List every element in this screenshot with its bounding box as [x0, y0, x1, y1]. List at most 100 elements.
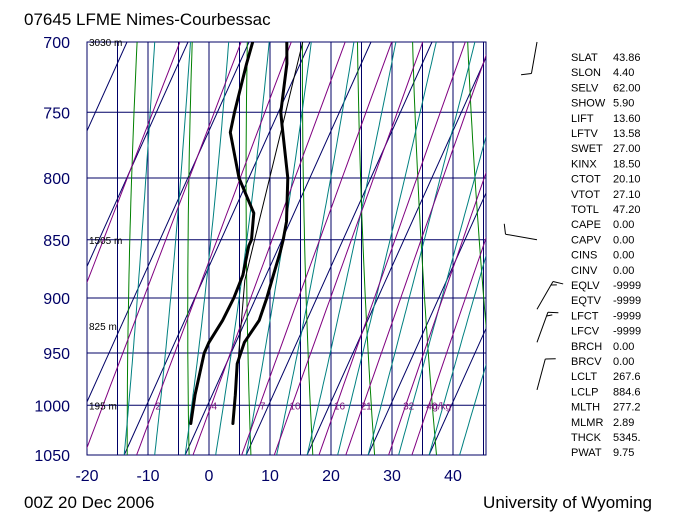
index-value: -9999	[613, 326, 641, 338]
wind-barb-staff	[536, 281, 554, 310]
moist-adiabat-line	[428, 254, 486, 455]
index-value: 43.86	[613, 52, 641, 64]
mixing-ratio-line	[318, 42, 466, 455]
x-tick-label: 40	[444, 468, 462, 485]
wind-barb-flag	[503, 223, 506, 235]
chart-labels: 700 750 800 850 900 950 1000 1050 -20 -10 0 10 20 30 4…	[34, 35, 462, 485]
wind-barb-flag	[546, 314, 553, 317]
moist-adiabat-line	[123, 42, 156, 455]
wind-barb	[536, 281, 564, 310]
parcel-path-line	[232, 42, 304, 424]
mixing-ratio-line	[241, 42, 393, 455]
moist-adiabat-line	[306, 42, 397, 455]
mixing-ratio-label: 21	[361, 401, 373, 412]
isotherm-line	[367, 191, 486, 455]
index-label: VTOT	[571, 189, 600, 201]
wind-barb-flag	[547, 311, 559, 314]
mixing-ratio-label: 7	[260, 401, 266, 412]
index-value: -9999	[613, 295, 641, 307]
index-value: 267.6	[613, 371, 641, 383]
y-tick-label: 750	[43, 105, 70, 122]
dry-adiabat-line	[126, 42, 138, 455]
wind-barb-staff	[536, 358, 546, 391]
mixing-ratio-line	[273, 42, 424, 455]
index-label: CTOT	[571, 174, 601, 186]
mixing-ratio-line	[87, 42, 242, 450]
index-value: -9999	[613, 310, 641, 322]
plot-grid	[86, 41, 487, 456]
dry-adiabat-line	[523, 42, 560, 455]
isotherm-line	[428, 327, 486, 455]
dry-adiabat-line	[245, 42, 252, 455]
index-value: 0.00	[613, 219, 634, 231]
temperature-profile-line	[231, 42, 290, 425]
y-tick-label: 950	[43, 346, 70, 363]
index-label: SLAT	[571, 52, 598, 64]
index-label: LIFT	[571, 113, 594, 125]
wind-barb-flag	[521, 73, 532, 76]
footer-credit: University of Wyoming	[483, 493, 652, 512]
height-label: 825 m	[89, 322, 117, 333]
moist-adiabat-line	[184, 42, 230, 455]
height-label: 3030 m	[89, 38, 122, 49]
index-label: CINV	[571, 265, 598, 277]
index-value: 0.00	[613, 341, 634, 353]
moist-adiabat-line	[245, 42, 312, 455]
mixing-ratio-label: g/kg	[432, 401, 451, 412]
mixing-ratio-line	[192, 42, 346, 455]
moist-adiabat-line	[337, 42, 437, 455]
height-label: 1505 m	[89, 236, 122, 247]
wind-barbs	[503, 41, 564, 391]
index-label: SHOW	[571, 98, 606, 110]
wind-barb	[503, 223, 538, 241]
index-label: MLMR	[571, 417, 603, 429]
index-value: 27.00	[613, 143, 641, 155]
plot-frame	[86, 41, 487, 456]
index-value: -9999	[613, 280, 641, 292]
index-value: 0.00	[613, 356, 634, 368]
index-label: CAPE	[571, 219, 601, 231]
isotherm-line	[87, 42, 250, 404]
isotherm-line	[123, 42, 311, 455]
y-tick-label: 1000	[34, 398, 70, 415]
index-label: SLON	[571, 67, 601, 79]
dry-adiabat-line	[467, 42, 486, 332]
index-value: 9.75	[613, 447, 634, 459]
index-value: 18.50	[613, 158, 641, 170]
x-tick-label: -20	[75, 468, 98, 485]
index-label: LCLP	[571, 386, 599, 398]
index-value: 5345.	[613, 432, 641, 444]
index-label: SWET	[571, 143, 603, 155]
y-tick-label: 1050	[34, 448, 70, 465]
wind-barb	[536, 358, 556, 391]
wind-barb	[521, 41, 538, 76]
index-label: KINX	[571, 158, 597, 170]
wind-barb-staff	[530, 41, 538, 74]
background-lines	[87, 42, 560, 455]
wind-barb-staff	[536, 312, 549, 343]
index-value: 0.00	[613, 234, 634, 246]
index-value: 2.89	[613, 417, 634, 429]
mixing-ratio-line	[345, 54, 486, 455]
index-value: 884.6	[613, 386, 641, 398]
x-tick-label: 0	[205, 468, 214, 485]
index-value: 13.58	[613, 128, 641, 140]
chart-title: 07645 LFME Nimes-Courbessac	[24, 10, 271, 29]
index-value: 47.20	[613, 204, 641, 216]
x-tick-label: 30	[383, 468, 401, 485]
index-label: CINS	[571, 250, 597, 262]
isotherm-line	[87, 42, 128, 133]
moist-adiabat-line	[398, 134, 486, 455]
mixing-ratio-label: 40	[426, 401, 438, 412]
index-label: MLTH	[571, 402, 600, 414]
mixing-ratio-label: 32	[403, 401, 415, 412]
index-value: 62.00	[613, 82, 641, 94]
mixing-ratio-line	[136, 42, 292, 455]
isotherm-line	[245, 42, 433, 455]
stability-indices: SLAT 43.86 SLON 4.40 SELV 62.00 SHOW 5.90 LIFT 13…	[571, 52, 641, 459]
mixing-ratio-label: 4	[211, 401, 217, 412]
index-label: LFTV	[571, 128, 599, 140]
index-label: BRCH	[571, 341, 602, 353]
index-label: TOTL	[571, 204, 599, 216]
